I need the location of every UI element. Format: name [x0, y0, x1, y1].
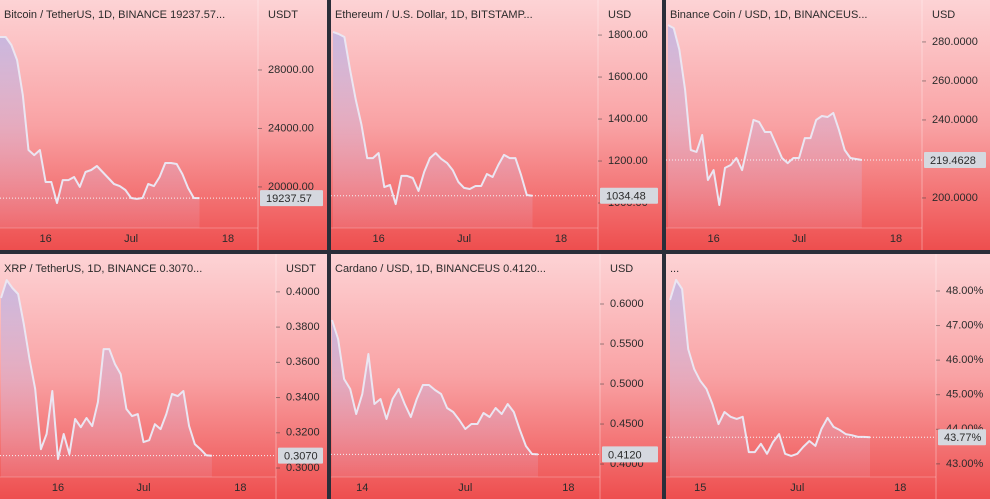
last-price-box	[938, 429, 986, 446]
x-tick-label: 15	[694, 482, 706, 494]
x-tick-label: 16	[52, 482, 64, 494]
price-unit: USDT	[286, 263, 316, 275]
y-tick-label: 24000.00	[268, 122, 314, 134]
y-tick-label: 48.00%	[946, 285, 984, 297]
area-fill	[670, 279, 870, 477]
area-fill	[668, 25, 862, 228]
x-tick-label: 16	[39, 233, 51, 245]
chart-title: XRP / TetherUS, 1D, BINANCE 0.3070...	[4, 263, 202, 275]
area-fill	[332, 320, 538, 477]
last-price-label: 1034.48	[606, 191, 646, 203]
x-tick-label: Jul	[457, 233, 471, 245]
price-unit: USDT	[268, 9, 298, 21]
chart-title: Ethereum / U.S. Dollar, 1D, BITSTAMP...	[335, 9, 533, 21]
last-price-box	[600, 187, 658, 204]
y-tick-label: 200.0000	[932, 192, 978, 204]
y-tick-label: 45.00%	[946, 389, 984, 401]
y-tick-label: 43.00%	[946, 458, 984, 470]
last-price-box	[602, 446, 658, 463]
price-line	[0, 36, 200, 204]
last-price-label: 219.4628	[930, 155, 976, 167]
y-tick-label: 0.3200	[286, 427, 320, 439]
price-line	[331, 319, 539, 456]
price-unit: USD	[932, 9, 955, 21]
x-tick-label: 18	[562, 482, 574, 494]
last-price-box	[260, 190, 323, 207]
y-tick-label: 0.6000	[610, 298, 644, 310]
x-tick-label: 18	[234, 482, 246, 494]
x-tick-label: 18	[222, 233, 234, 245]
y-tick-label: 0.3000	[286, 462, 320, 474]
area-fill	[1, 280, 212, 477]
x-tick-label: Jul	[136, 482, 150, 494]
last-price-label: 19237.57	[266, 193, 312, 205]
y-tick-label: 20000.00	[268, 181, 314, 193]
y-tick-label: 28000.00	[268, 64, 314, 76]
x-tick-label: Jul	[124, 233, 138, 245]
x-tick-label: 18	[555, 233, 567, 245]
chart-panel: 0.3000 0.3200 0.3400 0.3600 0.3800 0.4000 16 Ju…	[0, 254, 327, 499]
chart-title: Cardano / USD, 1D, BINANCEUS 0.4120...	[335, 263, 546, 275]
chart-panel: 1000.001200.001400.001600.001800.0016Jul…	[331, 0, 662, 250]
y-tick-label: 47.00%	[946, 319, 984, 331]
x-tick-label: Jul	[792, 233, 806, 245]
chart-title: ...	[670, 263, 679, 275]
price-unit: USD	[608, 9, 631, 21]
y-tick-label: 0.4000	[286, 286, 320, 298]
chart-panel: 43.00%44.00%45.00%46.00%47.00%48.00%15 Ju…	[666, 254, 990, 499]
x-tick-label: Jul	[790, 482, 804, 494]
x-tick-label: 14	[356, 482, 368, 494]
chart-panel: 200.0000 240.0000 260.0000 280.0000 16 Jul 18 2…	[666, 0, 990, 250]
x-tick-label: Jul	[458, 482, 472, 494]
y-tick-label: 46.00%	[946, 354, 984, 366]
x-tick-label: 16	[372, 233, 384, 245]
chart-title: Bitcoin / TetherUS, 1D, BINANCE 19237.57…	[4, 9, 225, 21]
y-tick-label: 0.5000	[610, 378, 644, 390]
price-line	[669, 278, 871, 457]
y-tick-label: 1200.00	[608, 155, 648, 167]
last-price-label: 43.77%	[944, 432, 982, 444]
price-unit: USD	[610, 263, 633, 275]
x-tick-label: 18	[890, 233, 902, 245]
x-tick-label: 18	[894, 482, 906, 494]
chart-panel: 20000.00 24000.00 28000.00 16 Jul 18 19237.57 B…	[0, 0, 327, 250]
y-tick-label: 0.3800	[286, 321, 320, 333]
chart-title: Binance Coin / USD, 1D, BINANCEUS...	[670, 9, 867, 21]
last-price-box	[278, 447, 323, 464]
price-line	[667, 24, 862, 206]
price-line	[0, 279, 212, 460]
x-tick-label: 16	[707, 233, 719, 245]
area-fill	[0, 37, 200, 228]
y-tick-label: 1400.00	[608, 113, 648, 125]
y-tick-label: 0.4500	[610, 418, 644, 430]
y-tick-label: 260.0000	[932, 75, 978, 87]
last-price-box	[924, 152, 986, 169]
y-tick-label: 0.5500	[610, 338, 644, 350]
last-price-label: 0.3070	[284, 451, 318, 463]
last-price-label: 0.4120	[608, 449, 642, 461]
y-tick-label: 1600.00	[608, 71, 648, 83]
y-tick-label: 0.3400	[286, 391, 320, 403]
y-tick-label: 240.0000	[932, 114, 978, 126]
price-line	[332, 30, 533, 206]
y-tick-label: 280.0000	[932, 36, 978, 48]
y-tick-label: 0.3600	[286, 356, 320, 368]
y-tick-label: 1800.00	[608, 29, 648, 41]
